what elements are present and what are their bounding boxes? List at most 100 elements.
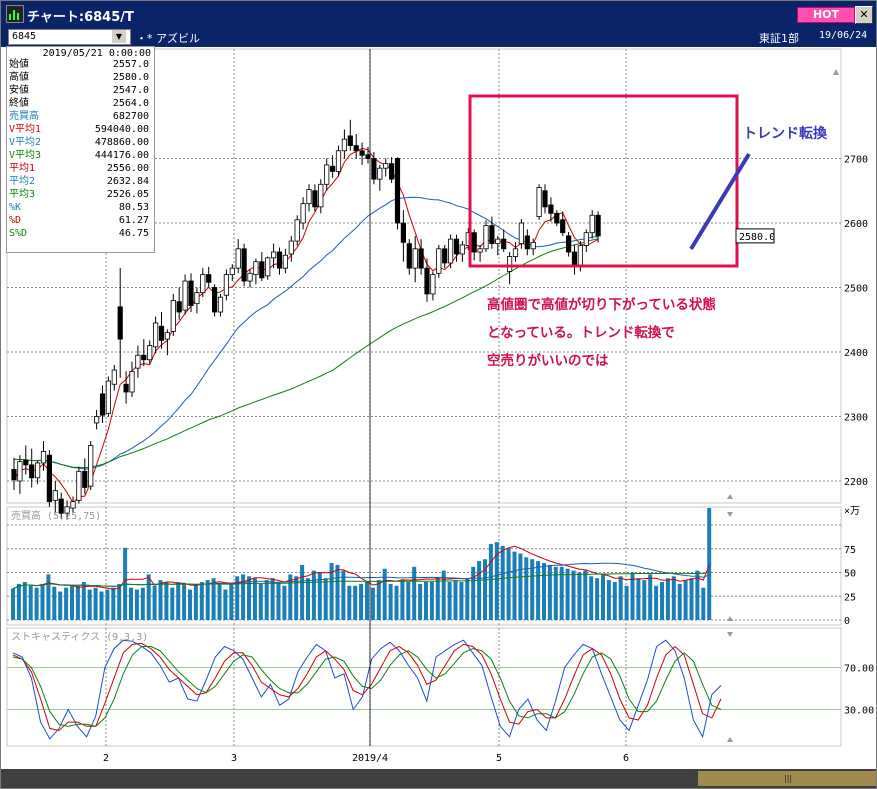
candle xyxy=(40,441,47,471)
volume-bar xyxy=(282,585,287,620)
candle xyxy=(359,142,365,165)
info-row-label: V平均2 xyxy=(9,137,42,148)
volume-bar xyxy=(87,589,92,620)
volume-bar xyxy=(176,582,181,620)
stock-code-input[interactable]: 6845 xyxy=(8,29,131,45)
candle xyxy=(88,441,94,491)
candle xyxy=(182,274,188,315)
info-row-value: 61.27 xyxy=(118,215,149,226)
candle xyxy=(536,184,542,220)
candle xyxy=(447,234,454,269)
info-row: 平均2 2632.84 xyxy=(9,176,152,188)
info-row-value: 2580.0 xyxy=(112,72,149,83)
candle xyxy=(542,184,548,214)
horizontal-scrollbar[interactable]: ||| xyxy=(1,769,876,788)
candle xyxy=(406,239,412,275)
close-button[interactable]: ✕ xyxy=(855,6,873,24)
info-row-value: 2547.0 xyxy=(112,85,149,96)
scrollbar-grip-icon[interactable]: ||| xyxy=(784,774,793,783)
stoch-tick-label: 70.00 xyxy=(844,664,874,675)
volume-bar xyxy=(258,583,263,620)
candle xyxy=(270,243,277,269)
volume-unit-label: ×万 xyxy=(844,506,860,517)
candle-body xyxy=(329,165,336,172)
volume-bar xyxy=(630,572,635,620)
candle xyxy=(424,258,430,302)
info-row-value: 46.75 xyxy=(118,228,149,239)
info-row-label: V平均1 xyxy=(9,124,42,135)
candle xyxy=(589,210,595,239)
stoch-line-2 xyxy=(12,642,722,732)
volume-bar xyxy=(412,566,417,620)
candle xyxy=(276,247,283,275)
candle-body xyxy=(365,154,371,159)
candle xyxy=(46,450,53,507)
chart-area[interactable]: 2 3 2019/4 5 6 2200 2300 2400 2500 2600 2700 0 25 50 7… xyxy=(1,47,876,769)
candle-body xyxy=(583,232,589,246)
volume-bar xyxy=(601,574,605,620)
candle-body xyxy=(141,354,147,361)
volume-bar xyxy=(512,551,517,620)
volume-bar xyxy=(376,580,381,620)
candle xyxy=(512,242,519,262)
candle-body xyxy=(548,204,554,214)
candle-body xyxy=(58,498,64,514)
volume-bar xyxy=(52,586,57,620)
info-row-label: V平均3 xyxy=(9,150,42,161)
volume-bar xyxy=(105,589,110,620)
volume-bar xyxy=(435,578,440,620)
candle-body xyxy=(554,212,560,224)
volume-bar xyxy=(406,582,411,620)
volume-bar xyxy=(701,587,706,620)
volume-bar xyxy=(170,587,175,620)
x-tick-label: 2019/4 xyxy=(352,753,388,764)
candle xyxy=(288,235,294,262)
info-row-value: 444176.00 xyxy=(94,150,149,161)
scrollbar-thumb[interactable] xyxy=(698,771,876,786)
candle xyxy=(164,329,170,356)
candle xyxy=(29,448,35,488)
candle-body xyxy=(512,248,519,257)
candle-body xyxy=(447,238,454,264)
volume-bar xyxy=(329,563,334,620)
volume-bar xyxy=(559,566,564,620)
price-tag-box xyxy=(735,228,775,244)
volume-panel-title: 売買高 (5,25,75) xyxy=(11,509,101,522)
info-panel: 2019/05/21 0:00:00 始値 2557.0 高値 2580.0 安値 254… xyxy=(6,46,155,253)
volume-bar xyxy=(16,583,21,620)
price-ma-line-3 xyxy=(13,238,599,469)
info-row: 安値 2547.0 xyxy=(9,85,152,97)
candle-body xyxy=(501,238,507,250)
candle-body xyxy=(495,238,501,245)
volume-bar xyxy=(418,583,423,620)
candle-body xyxy=(589,214,595,234)
candle-body xyxy=(312,190,318,208)
candle-body xyxy=(52,490,58,501)
candle xyxy=(506,252,513,285)
volume-bar xyxy=(323,578,328,620)
volume-bar xyxy=(453,580,458,620)
candle xyxy=(282,248,289,274)
stoch-tick-label: 30.00 xyxy=(844,706,874,717)
volume-bar xyxy=(158,580,163,620)
candle xyxy=(530,238,536,256)
title-bar: チャート:6845/T HOT ✕ xyxy=(1,1,876,27)
candle xyxy=(400,210,407,262)
annotation-box xyxy=(468,94,739,268)
candle xyxy=(595,211,601,243)
info-row-value: 594040.00 xyxy=(94,124,149,135)
volume-bar xyxy=(64,587,69,620)
volume-bar xyxy=(500,545,505,620)
candle-body xyxy=(265,257,271,277)
hot-button[interactable]: HOT xyxy=(797,7,855,23)
candle xyxy=(229,264,235,282)
candle xyxy=(518,219,525,249)
volume-bar xyxy=(199,582,204,620)
chevron-down-icon[interactable]: ▼ xyxy=(112,30,126,43)
candle xyxy=(477,244,483,262)
candle xyxy=(123,371,129,404)
candle xyxy=(418,239,424,275)
volume-bar xyxy=(270,578,275,620)
candle xyxy=(471,229,477,261)
candle-body xyxy=(40,450,47,464)
